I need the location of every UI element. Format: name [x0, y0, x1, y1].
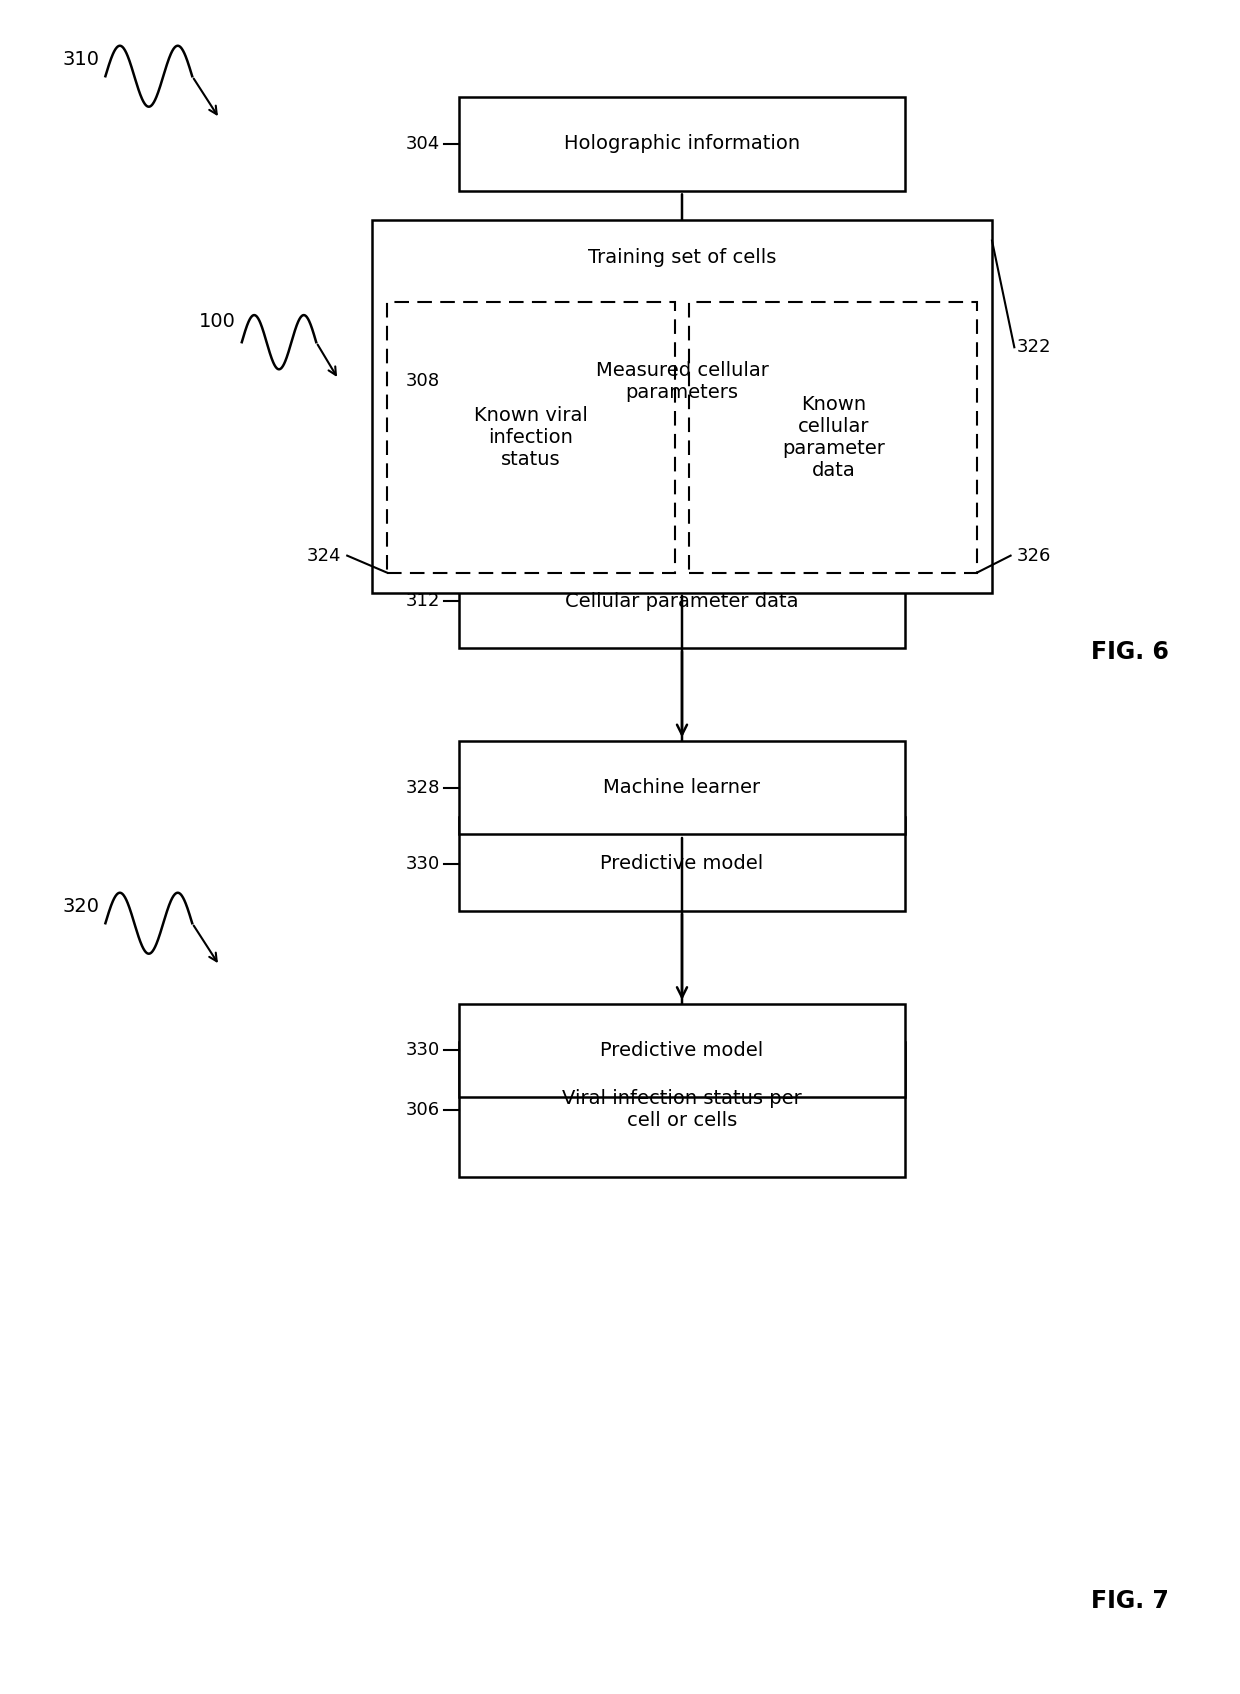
- FancyBboxPatch shape: [372, 220, 992, 593]
- Text: Holographic information: Holographic information: [564, 134, 800, 154]
- Text: 308: 308: [405, 373, 440, 390]
- Text: 330: 330: [405, 1042, 440, 1059]
- Text: FIG. 6: FIG. 6: [1091, 640, 1169, 664]
- Text: 320: 320: [62, 896, 99, 916]
- Text: 100: 100: [198, 312, 236, 332]
- Text: Measured cellular
parameters: Measured cellular parameters: [595, 361, 769, 401]
- Text: 328: 328: [405, 779, 440, 796]
- Text: FIG. 7: FIG. 7: [1091, 1589, 1169, 1613]
- Text: Training set of cells: Training set of cells: [588, 247, 776, 268]
- Text: Known
cellular
parameter
data: Known cellular parameter data: [782, 395, 884, 479]
- Text: 312: 312: [405, 593, 440, 610]
- FancyBboxPatch shape: [459, 1042, 905, 1177]
- Text: Known viral
infection
status: Known viral infection status: [474, 405, 588, 469]
- Text: Predictive model: Predictive model: [600, 854, 764, 874]
- Text: Cellular parameter data: Cellular parameter data: [565, 591, 799, 612]
- Text: 326: 326: [1017, 547, 1052, 564]
- FancyBboxPatch shape: [459, 313, 905, 449]
- Text: Predictive model: Predictive model: [600, 1040, 764, 1060]
- Text: 322: 322: [1017, 339, 1052, 356]
- Text: Machine learner: Machine learner: [604, 778, 760, 798]
- FancyBboxPatch shape: [689, 302, 977, 573]
- Text: 310: 310: [62, 49, 99, 69]
- FancyBboxPatch shape: [459, 97, 905, 190]
- FancyBboxPatch shape: [387, 302, 675, 573]
- FancyBboxPatch shape: [459, 817, 905, 911]
- FancyBboxPatch shape: [459, 554, 905, 647]
- Text: 330: 330: [405, 855, 440, 872]
- FancyBboxPatch shape: [459, 740, 905, 833]
- Text: 324: 324: [306, 547, 341, 564]
- FancyBboxPatch shape: [459, 1003, 905, 1098]
- Text: Viral infection status per
cell or cells: Viral infection status per cell or cells: [562, 1089, 802, 1130]
- Text: 304: 304: [405, 136, 440, 152]
- Text: 306: 306: [405, 1101, 440, 1118]
